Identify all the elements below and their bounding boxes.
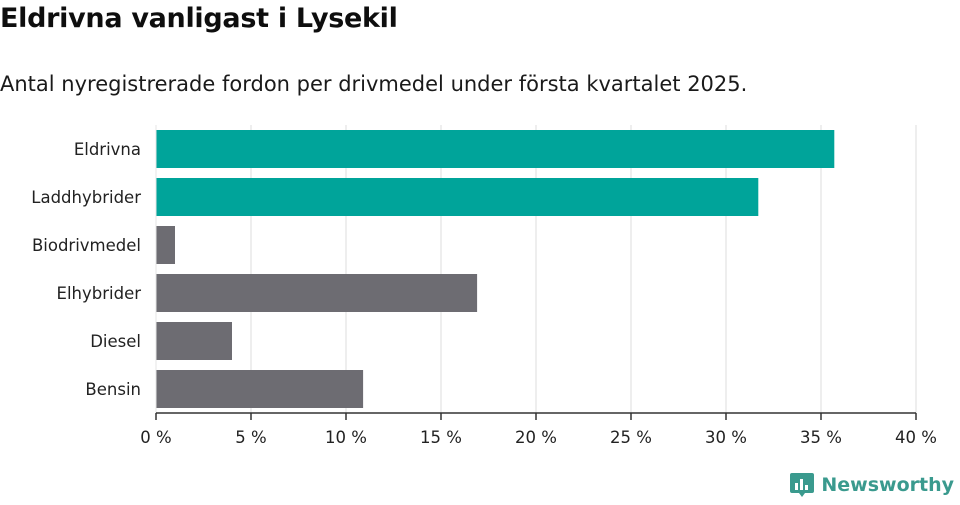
x-tick-label: 0 % — [140, 428, 171, 447]
bar-eldrivna — [156, 130, 835, 168]
x-axis: 0 % 5 % 10 % 15 % 20 % 25 % 30 % 35 % 40 % — [140, 125, 937, 447]
bars — [156, 130, 835, 408]
x-tick-label: 25 % — [610, 428, 652, 447]
category-label: Diesel — [90, 332, 141, 351]
bar-laddhybrider — [156, 178, 759, 216]
bar-biodrivmedel — [156, 226, 175, 264]
x-tick-label: 35 % — [800, 428, 842, 447]
gridlines — [250, 125, 917, 413]
category-labels: Eldrivna Laddhybrider Biodrivmedel Elhybrid… — [31, 140, 141, 399]
brand-logo: Newsworthy — [789, 471, 954, 499]
x-tick-label: 5 % — [235, 428, 266, 447]
category-label: Biodrivmedel — [32, 236, 141, 255]
x-tick-label: 30 % — [705, 428, 747, 447]
category-label: Eldrivna — [74, 140, 141, 159]
newsworthy-logo-icon — [790, 473, 815, 497]
brand-name: Newsworthy — [821, 474, 954, 496]
x-tick-label: 10 % — [325, 428, 367, 447]
x-tick-label: 20 % — [515, 428, 557, 447]
x-tick-label: 15 % — [420, 428, 462, 447]
category-label: Bensin — [85, 380, 141, 399]
x-tick-label: 40 % — [895, 428, 937, 447]
bar-diesel — [156, 322, 232, 360]
category-label: Laddhybrider — [31, 188, 141, 207]
category-label: Elhybrider — [57, 284, 142, 303]
bar-elhybrider — [156, 274, 478, 312]
chart-title: Eldrivna vanligast i Lysekil — [0, 3, 398, 34]
bar-bensin — [156, 370, 364, 408]
chart-subtitle: Antal nyregistrerade fordon per drivmede… — [0, 72, 748, 96]
